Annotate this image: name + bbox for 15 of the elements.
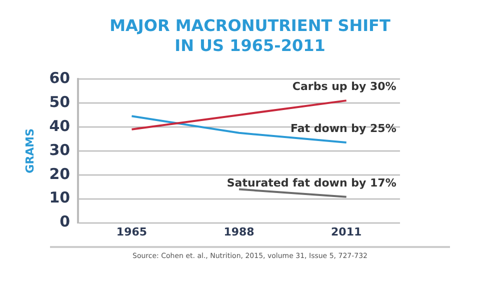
y-tick-label: 20 [49,164,70,183]
series-label: Saturated fat down by 17% [226,176,396,190]
y-tick-label: 30 [49,140,70,159]
x-tick-label: 1965 [116,225,148,238]
y-tick-label: 40 [49,116,70,135]
y-tick-label: 0 [60,212,70,231]
y-tick-label: 50 [49,92,70,111]
series-label: Fat down by 25% [290,122,396,135]
y-axis-title: GRAMS [23,128,36,174]
y-tick-label: 60 [49,68,70,87]
x-tick-label: 1988 [224,225,254,238]
chart-title: MAJOR MACRONUTRIENT SHIFT IN US 1965-2011 [108,15,392,56]
series-label: Carbs up by 30% [292,80,396,93]
y-tick-label: 10 [49,188,70,207]
x-tick-label: 2011 [331,225,362,238]
